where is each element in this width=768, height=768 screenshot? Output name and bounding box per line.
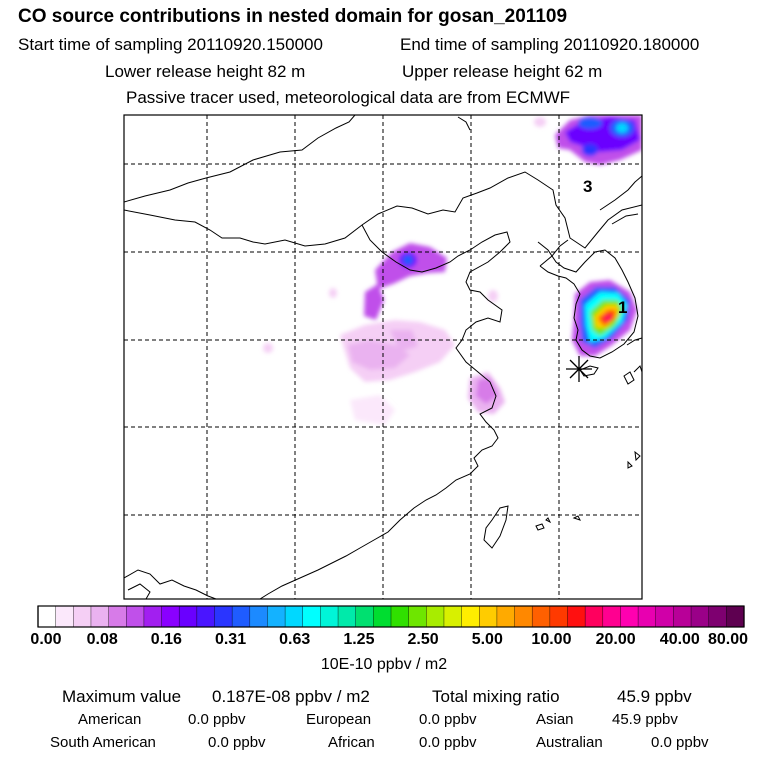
colorbar-cell [479, 606, 498, 627]
region-label-1: 1 [618, 298, 627, 317]
colorbar-cell [161, 606, 180, 627]
region-value: 0.0 ppbv [419, 734, 477, 751]
region-label-3: 3 [583, 177, 592, 196]
colorbar-cell [567, 606, 586, 627]
colorbar-cell [267, 606, 286, 627]
colorbar-cell [391, 606, 410, 627]
colorbar-cell [320, 606, 339, 627]
colorbar-cell [461, 606, 480, 627]
colorbar-cells [38, 606, 745, 627]
plot-title: CO source contributions in nested domain… [18, 6, 568, 27]
colorbar-cell [426, 606, 445, 627]
region-value: 0.0 ppbv [651, 734, 709, 751]
colorbar-cell [196, 606, 216, 627]
colorbar-cell [108, 606, 127, 627]
region-value: 0.0 ppbv [188, 711, 246, 728]
colorbar-tick-label: 0.00 [30, 631, 62, 648]
total-mixing-value: 45.9 ppbv [617, 687, 692, 706]
colorbar-cell [373, 606, 392, 627]
colorbar-tick-label: 0.63 [279, 631, 311, 648]
grid-lines [124, 115, 642, 599]
colorbar-cell [302, 606, 321, 627]
region-name: American [78, 711, 142, 728]
colorbar-cell [726, 606, 745, 627]
colorbar-cell [179, 606, 198, 627]
colorbar-cell [496, 606, 516, 627]
map-frame [123, 114, 643, 600]
coastlines [124, 115, 642, 599]
colorbar-tick-marks [37, 606, 727, 627]
colorbar-tick-label: 80.00 [707, 631, 749, 648]
colorbar-cell [338, 606, 357, 627]
region-name: South American [50, 734, 156, 751]
colorbar-cell [443, 606, 463, 627]
colorbar-cell [232, 606, 251, 627]
total-mixing-label: Total mixing ratio [432, 687, 560, 706]
colorbar-cell [408, 606, 427, 627]
end-time-label: End time of sampling 20110920.180000 [400, 35, 700, 54]
colorbar-cell [532, 606, 551, 627]
start-time-label: Start time of sampling 20110920.150000 [18, 35, 323, 54]
upper-release-label: Upper release height 62 m [402, 62, 603, 81]
region-value: 0.0 ppbv [208, 734, 266, 751]
tracer-label: Passive tracer used, meteorological data… [126, 88, 571, 107]
region-name: Australian [536, 734, 603, 751]
colorbar-tick-label: 0.31 [214, 631, 247, 648]
colorbar-units: 10E-10 ppbv / m2 [320, 656, 448, 673]
colorbar-cell [143, 606, 163, 627]
colorbar-tick-label: 20.00 [595, 631, 636, 648]
colorbar-cell [585, 606, 604, 627]
colorbar-tick-label: 2.50 [407, 631, 439, 648]
colorbar-tick-label: 5.00 [471, 631, 503, 648]
region-name: African [328, 734, 375, 751]
colorbar-cell [126, 606, 145, 627]
receptor-asterisk-icon [566, 356, 592, 382]
colorbar-cell [691, 606, 710, 627]
lower-release-label: Lower release height 82 m [105, 62, 306, 81]
colorbar-cell [514, 606, 533, 627]
max-value: 0.187E-08 ppbv / m2 [212, 687, 370, 706]
colorbar-cell [673, 606, 692, 627]
max-value-label: Maximum value [62, 687, 182, 706]
colorbar-cell [355, 606, 374, 627]
colorbar-tick-label: 10.00 [531, 631, 572, 648]
colorbar-cell [73, 606, 92, 627]
colorbar-cell [602, 606, 622, 627]
concentration-plumes [263, 115, 642, 425]
region-name: European [306, 711, 372, 728]
colorbar-cell [38, 606, 57, 627]
colorbar-cell [55, 606, 74, 627]
colorbar-tick-label: 1.25 [343, 631, 375, 648]
colorbar-tick-label: 0.16 [150, 631, 182, 648]
region-value: 0.0 ppbv [419, 711, 477, 728]
colorbar-cell [249, 606, 269, 627]
colorbar-cell [708, 606, 727, 627]
colorbar-tick-label: 0.08 [86, 631, 118, 648]
colorbar-cell [285, 606, 304, 627]
colorbar-cell [90, 606, 110, 627]
region-name: Asian [536, 711, 574, 728]
colorbar-cell [214, 606, 233, 627]
colorbar-cell [620, 606, 639, 627]
colorbar-cell [638, 606, 657, 627]
region-value: 45.9 ppbv [612, 711, 678, 728]
colorbar-cell [549, 606, 569, 627]
colorbar-tick-label: 40.00 [659, 631, 700, 648]
colorbar-frame [37, 605, 745, 628]
colorbar-cell [655, 606, 674, 627]
